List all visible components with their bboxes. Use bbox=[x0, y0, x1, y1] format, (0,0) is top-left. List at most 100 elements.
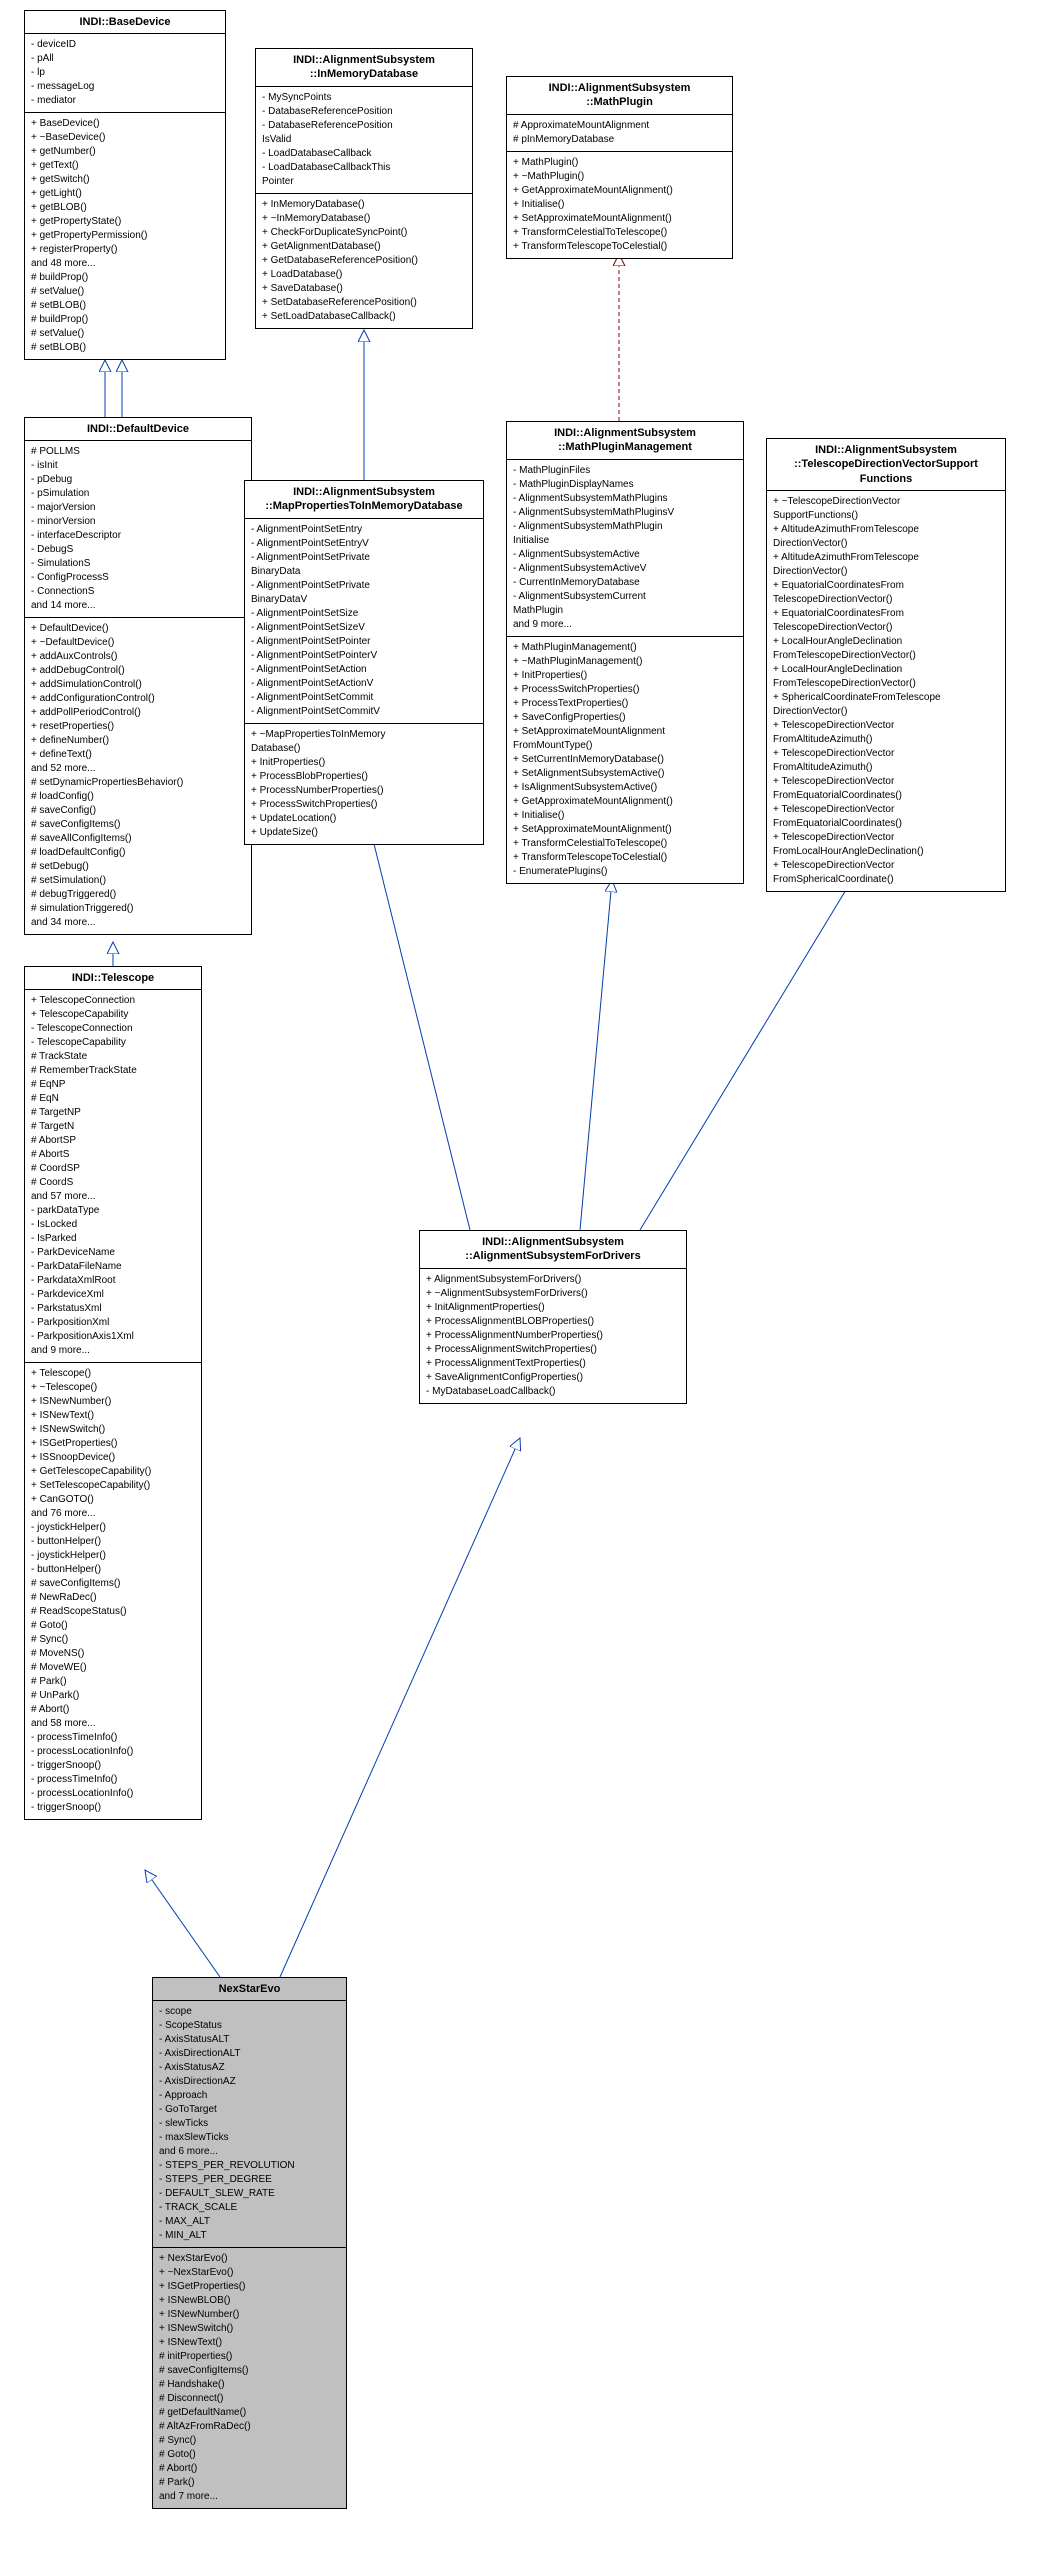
op-row: + BaseDevice() bbox=[31, 117, 219, 131]
attr-row: - DatabaseReferencePositionIsValid bbox=[262, 119, 466, 147]
op-row: and 48 more... bbox=[31, 257, 219, 271]
attr-row: - TRACK_SCALE bbox=[159, 2201, 340, 2215]
op-row: + TransformTelescopeToCelestial() bbox=[513, 851, 737, 865]
class-base_device[interactable]: INDI::BaseDevice- deviceID- pAll- lp- me… bbox=[24, 10, 226, 360]
op-row: + UpdateSize() bbox=[251, 826, 477, 840]
attr-row: - AlignmentSubsystemMathPlugins bbox=[513, 492, 737, 506]
op-row: + MathPluginManagement() bbox=[513, 641, 737, 655]
ops-section: + InMemoryDatabase()+ ~InMemoryDatabase(… bbox=[256, 194, 472, 328]
op-row: - buttonHelper() bbox=[31, 1563, 195, 1577]
attrs-section: - deviceID- pAll- lp- messageLog- mediat… bbox=[25, 34, 225, 113]
op-row: + InitProperties() bbox=[251, 756, 477, 770]
op-row: # simulationTriggered() bbox=[31, 902, 245, 916]
edge-align_for_drivers-to-tdv_support bbox=[640, 870, 858, 1230]
op-row: + DefaultDevice() bbox=[31, 622, 245, 636]
class-map_props[interactable]: INDI::AlignmentSubsystem::MapPropertiesT… bbox=[244, 480, 484, 845]
op-row: - MyDatabaseLoadCallback() bbox=[426, 1385, 680, 1399]
attr-row: - messageLog bbox=[31, 80, 219, 94]
op-row: + UpdateLocation() bbox=[251, 812, 477, 826]
op-row: + SetApproximateMountAlignment() bbox=[513, 823, 737, 837]
class-nexstar[interactable]: NexStarEvo- scope- ScopeStatus- AxisStat… bbox=[152, 1977, 347, 2509]
attr-row: - deviceID bbox=[31, 38, 219, 52]
op-row: # saveConfig() bbox=[31, 804, 245, 818]
attr-row: - DebugS bbox=[31, 543, 245, 557]
attr-row: - minorVersion bbox=[31, 515, 245, 529]
attr-row: - ParkpositionAxis1Xml bbox=[31, 1330, 195, 1344]
class-default_device[interactable]: INDI::DefaultDevice# POLLMS- isInit- pDe… bbox=[24, 417, 252, 935]
op-row: + ISSnoopDevice() bbox=[31, 1451, 195, 1465]
attr-row: - AxisDirectionAZ bbox=[159, 2075, 340, 2089]
ops-section: + ~TelescopeDirectionVectorSupportFuncti… bbox=[767, 491, 1005, 891]
op-row: # AltAzFromRaDec() bbox=[159, 2420, 340, 2434]
attr-row: - ConnectionS bbox=[31, 585, 245, 599]
op-row: + SetAlignmentSubsystemActive() bbox=[513, 767, 737, 781]
class-math_plugin_mgmt[interactable]: INDI::AlignmentSubsystem::MathPluginMana… bbox=[506, 421, 744, 884]
attr-row: - majorVersion bbox=[31, 501, 245, 515]
op-row: # MoveWE() bbox=[31, 1661, 195, 1675]
attr-row: # CoordSP bbox=[31, 1162, 195, 1176]
attr-row: - AlignmentPointSetSizeV bbox=[251, 621, 477, 635]
attr-row: - CurrentInMemoryDatabase bbox=[513, 576, 737, 590]
attr-row: - SimulationS bbox=[31, 557, 245, 571]
class-tdv_support[interactable]: INDI::AlignmentSubsystem::TelescopeDirec… bbox=[766, 438, 1006, 892]
attr-row: - AlignmentSubsystemActive bbox=[513, 548, 737, 562]
op-row: # setValue() bbox=[31, 327, 219, 341]
attr-row: - ParkDataFileName bbox=[31, 1260, 195, 1274]
op-row: + ~InMemoryDatabase() bbox=[262, 212, 466, 226]
op-row: + ISNewBLOB() bbox=[159, 2294, 340, 2308]
op-row: + SaveConfigProperties() bbox=[513, 711, 737, 725]
op-row: + AltitudeAzimuthFromTelescopeDirectionV… bbox=[773, 551, 999, 579]
class-title: INDI::AlignmentSubsystem::MathPluginMana… bbox=[507, 422, 743, 460]
attr-row: # AbortS bbox=[31, 1148, 195, 1162]
op-row: # saveAllConfigItems() bbox=[31, 832, 245, 846]
edge-nexstar-to-align_for_drivers bbox=[280, 1438, 520, 1977]
op-row: + SetCurrentInMemoryDatabase() bbox=[513, 753, 737, 767]
op-row: + defineNumber() bbox=[31, 734, 245, 748]
attr-row: - pAll bbox=[31, 52, 219, 66]
op-row: - EnumeratePlugins() bbox=[513, 865, 737, 879]
op-row: + AlignmentSubsystemForDrivers() bbox=[426, 1273, 680, 1287]
op-row: - processLocationInfo() bbox=[31, 1787, 195, 1801]
op-row: # Park() bbox=[159, 2476, 340, 2490]
ops-section: + NexStarEvo()+ ~NexStarEvo()+ ISGetProp… bbox=[153, 2248, 346, 2508]
attr-row: # EqNP bbox=[31, 1078, 195, 1092]
attr-row: - AlignmentPointSetCommit bbox=[251, 691, 477, 705]
op-row: + ProcessAlignmentNumberProperties() bbox=[426, 1329, 680, 1343]
op-row: + InMemoryDatabase() bbox=[262, 198, 466, 212]
op-row: + SetDatabaseReferencePosition() bbox=[262, 296, 466, 310]
op-row: + InitAlignmentProperties() bbox=[426, 1301, 680, 1315]
attr-row: - AlignmentPointSetPointerV bbox=[251, 649, 477, 663]
op-row: + getBLOB() bbox=[31, 201, 219, 215]
attrs-section: - MySyncPoints- DatabaseReferencePositio… bbox=[256, 87, 472, 194]
attr-row: # TargetNP bbox=[31, 1106, 195, 1120]
op-row: + ISNewSwitch() bbox=[31, 1423, 195, 1437]
op-row: # buildProp() bbox=[31, 313, 219, 327]
attr-row: - AlignmentSubsystemMathPluginInitialise bbox=[513, 520, 737, 548]
op-row: # setDebug() bbox=[31, 860, 245, 874]
class-math_plugin[interactable]: INDI::AlignmentSubsystem::MathPlugin# Ap… bbox=[506, 76, 733, 259]
class-inmemory_db[interactable]: INDI::AlignmentSubsystem::InMemoryDataba… bbox=[255, 48, 473, 329]
op-row: + addDebugControl() bbox=[31, 664, 245, 678]
attr-row: - ParkstatusXml bbox=[31, 1302, 195, 1316]
op-row: + EquatorialCoordinatesFromTelescopeDire… bbox=[773, 607, 999, 635]
class-telescope[interactable]: INDI::Telescope+ TelescopeConnection+ Te… bbox=[24, 966, 202, 1820]
op-row: + ISNewText() bbox=[159, 2336, 340, 2350]
attr-row: and 9 more... bbox=[31, 1344, 195, 1358]
attr-row: # TargetN bbox=[31, 1120, 195, 1134]
op-row: - joystickHelper() bbox=[31, 1549, 195, 1563]
op-row: + ~NexStarEvo() bbox=[159, 2266, 340, 2280]
class-align_for_drivers[interactable]: INDI::AlignmentSubsystem::AlignmentSubsy… bbox=[419, 1230, 687, 1404]
attr-row: - lp bbox=[31, 66, 219, 80]
attr-row: - AlignmentSubsystemActiveV bbox=[513, 562, 737, 576]
op-row: + GetApproximateMountAlignment() bbox=[513, 795, 737, 809]
op-row: - processLocationInfo() bbox=[31, 1745, 195, 1759]
attr-row: and 57 more... bbox=[31, 1190, 195, 1204]
op-row: and 34 more... bbox=[31, 916, 245, 930]
attr-row: + TelescopeConnection bbox=[31, 994, 195, 1008]
op-row: - processTimeInfo() bbox=[31, 1773, 195, 1787]
op-row: + ~MathPlugin() bbox=[513, 170, 726, 184]
class-title: INDI::AlignmentSubsystem::MathPlugin bbox=[507, 77, 732, 115]
op-row: and 52 more... bbox=[31, 762, 245, 776]
op-row: + TelescopeDirectionVectorFromLocalHourA… bbox=[773, 831, 999, 859]
op-row: + CheckForDuplicateSyncPoint() bbox=[262, 226, 466, 240]
